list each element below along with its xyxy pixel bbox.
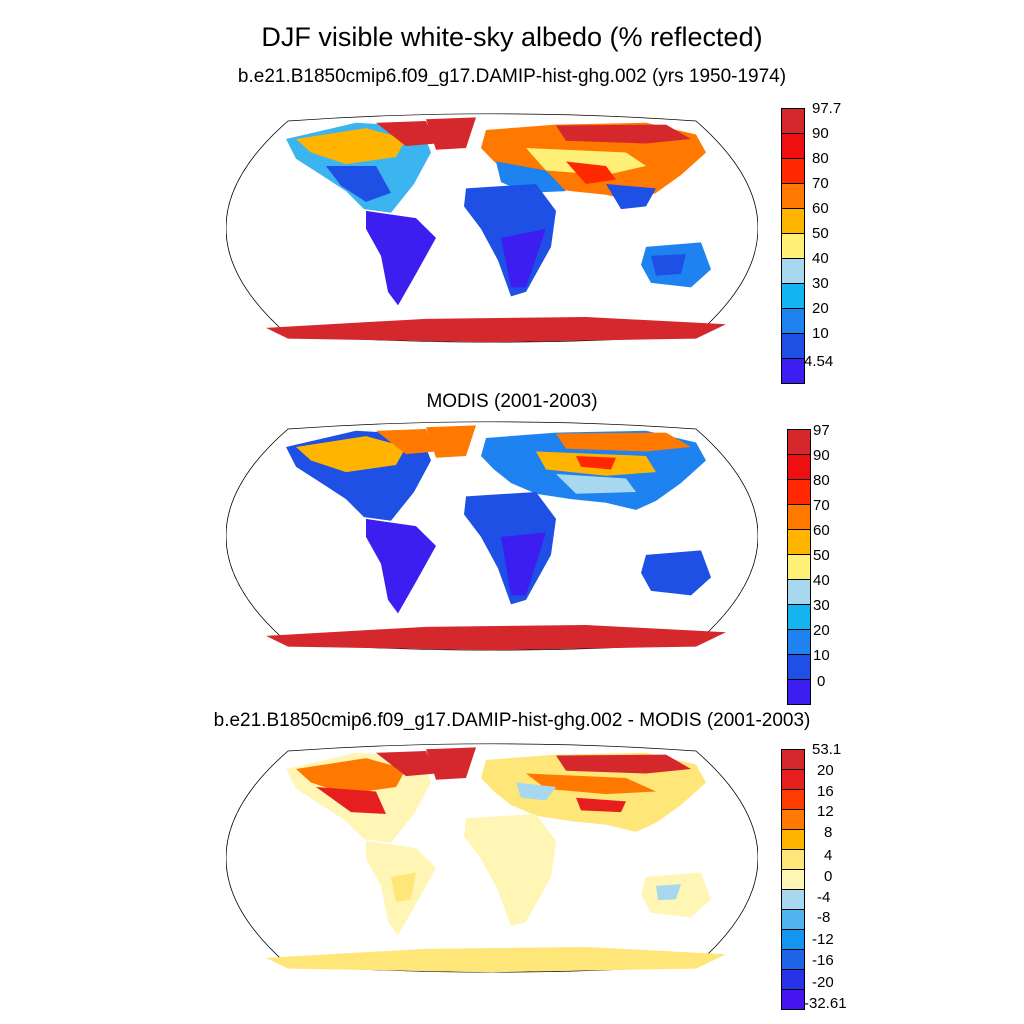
colorbar-label: 90 [813, 447, 830, 464]
colorbar-label: 90 [812, 125, 829, 142]
colorbar-label: 50 [812, 225, 829, 242]
colorbar-label: -20 [812, 974, 834, 991]
colorbar-label: 0 [824, 868, 833, 885]
land-australia [641, 872, 711, 918]
map-modis [226, 421, 758, 651]
map-difference [226, 743, 758, 973]
colorbar-label: 10 [812, 325, 829, 342]
colorbar-label: 20 [817, 762, 834, 779]
colorbar-label: 0 [817, 673, 826, 690]
colorbar-label: 30 [812, 275, 829, 292]
land-north-america [286, 750, 436, 843]
colorbar-label: 80 [813, 472, 830, 489]
land-greenland [426, 425, 476, 458]
land-europe-asia [481, 752, 706, 832]
colorbar-label: 70 [812, 175, 829, 192]
colorbar-label: 10 [813, 647, 830, 664]
colorbar-label: -12 [812, 931, 834, 948]
land-australia [641, 242, 711, 288]
panel-title-modis: MODIS (2001-2003) [426, 391, 598, 412]
figure-title: DJF visible white-sky albedo (% reflecte… [261, 22, 763, 52]
land-africa [464, 491, 556, 605]
colorbar-label: 97.7 [812, 100, 842, 117]
land-antarctica [266, 317, 726, 343]
colorbar-label: 16 [817, 783, 834, 800]
colorbar-label: 97 [813, 422, 830, 439]
map-model [226, 113, 758, 343]
colorbar-label: 4 [824, 847, 833, 864]
colorbar-label: 20 [813, 622, 830, 639]
colorbar-label: -8 [817, 909, 831, 926]
land-north-america [286, 428, 436, 521]
land-south-america [366, 840, 436, 936]
colorbar-label: 20 [812, 300, 829, 317]
land-south-america [366, 518, 436, 614]
colorbar-label: -4 [817, 889, 831, 906]
land-south-america [366, 210, 436, 306]
colorbar-label: -16 [812, 952, 834, 969]
land-greenland [426, 117, 476, 150]
colorbar-label: 50 [813, 547, 830, 564]
land-europe-asia [481, 430, 706, 510]
colorbar-label: 60 [812, 200, 829, 217]
colorbar-label: 70 [813, 497, 830, 514]
land-europe-asia [481, 122, 706, 210]
land-antarctica [266, 625, 726, 651]
colorbar-label: 4.54 [804, 353, 834, 370]
panel-title-model: b.e21.B1850cmip6.f09_g17.DAMIP-hist-ghg.… [237, 66, 787, 87]
land-greenland [426, 747, 476, 780]
colorbar-label: 8 [824, 824, 833, 841]
colorbar-label: 30 [813, 597, 830, 614]
colorbar-label: 12 [817, 803, 834, 820]
land-antarctica [266, 947, 726, 973]
colorbar-label: 60 [813, 522, 830, 539]
land-africa [464, 813, 556, 927]
land-north-america [286, 120, 436, 213]
panel-title-difference: b.e21.B1850cmip6.f09_g17.DAMIP-hist-ghg.… [213, 710, 811, 731]
colorbar-label: 53.1 [812, 741, 842, 758]
land-africa [464, 183, 556, 297]
colorbar-label: 40 [813, 572, 830, 589]
colorbar-label: 80 [812, 150, 829, 167]
colorbar-label: 40 [812, 250, 829, 267]
land-australia [641, 550, 711, 596]
colorbar-label: -32.61 [804, 995, 847, 1012]
